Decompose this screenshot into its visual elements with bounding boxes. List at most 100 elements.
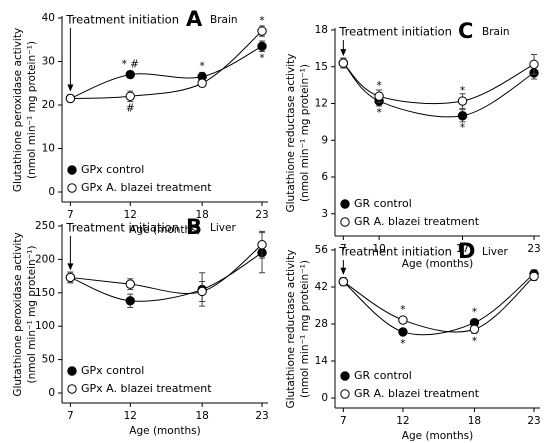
legend-marker: [67, 165, 77, 175]
marker: [398, 315, 408, 325]
y-tick-label: 12: [315, 98, 328, 110]
y-tick-label: 10: [42, 143, 55, 155]
arrow-head: [340, 267, 347, 275]
x-tick-label: 10: [372, 243, 385, 255]
marker: [125, 279, 135, 289]
x-tick-label: 7: [67, 209, 74, 221]
series-line: [343, 273, 535, 336]
panel-title: Liver: [482, 246, 508, 258]
y-tick-label: 150: [35, 287, 55, 299]
legend-label: GPx control: [81, 364, 144, 377]
marker: [469, 324, 480, 334]
panel: 3 6 9 12 15 18 7 10 17 23 Age (months) Glutathione …: [285, 19, 541, 270]
marker: [197, 78, 207, 88]
y-tick-label: 40: [42, 12, 55, 24]
x-axis-label: Age (months): [402, 258, 473, 270]
legend-label: GPx A. blazei treatment: [81, 382, 212, 395]
marker: [125, 69, 135, 80]
significance-mark: *: [259, 52, 264, 64]
y-axis-label: Glutathione reductase activity: [285, 250, 297, 409]
y-tick-label: 18: [315, 24, 328, 36]
y-tick-label: 56: [315, 244, 329, 256]
arrow-head: [67, 84, 74, 92]
marker: [257, 41, 267, 51]
marker: [338, 58, 349, 68]
significance-mark: *: [460, 85, 465, 97]
series-line: [70, 45, 263, 99]
y-tick-label: 30: [42, 56, 55, 68]
legend-label: GR A. blazei treatment: [354, 215, 480, 228]
series-line: [70, 30, 263, 99]
panel-letter: C: [458, 19, 473, 43]
x-tick-label: 18: [195, 209, 208, 221]
y-axis-label: (nmol min⁻¹ mg protein⁻¹): [26, 41, 38, 179]
y-tick-label: 250: [35, 220, 55, 232]
significance-mark: *: [376, 107, 381, 119]
y-axis-label: Glutathione peroxidase activity: [12, 28, 24, 192]
x-axis-label: Age (months): [402, 430, 473, 442]
y-tick-label: 9: [321, 134, 328, 146]
marker: [65, 93, 76, 104]
legend-label: GPx A. blazei treatment: [81, 181, 212, 194]
legend-marker: [340, 389, 350, 399]
y-tick-label: 42: [315, 281, 328, 293]
marker: [197, 286, 207, 297]
x-axis-label: Age (months): [129, 224, 200, 236]
significance-mark: *: [400, 338, 405, 350]
marker: [65, 272, 76, 283]
panel-title: Brain: [482, 26, 510, 38]
marker: [529, 59, 539, 70]
panel-title: Brain: [210, 14, 238, 26]
y-axis-label: Glutathione peroxidase activity: [12, 232, 24, 396]
x-tick-label: 12: [124, 410, 137, 422]
marker: [257, 26, 267, 36]
x-tick-label: 7: [67, 410, 74, 422]
series-line: [70, 252, 263, 302]
legend-marker: [67, 183, 77, 193]
x-tick-label: 7: [340, 415, 347, 427]
legend-label: GR control: [354, 369, 412, 382]
x-tick-label: 23: [255, 410, 268, 422]
panel: 0 10 20 30 40 7 12 18 23 Age (months) Glutathione …: [12, 7, 269, 236]
legend-marker: [340, 199, 350, 209]
y-axis-label: (nmol min⁻¹ mg protein⁻¹): [299, 64, 311, 202]
x-tick-label: 18: [468, 415, 481, 427]
x-tick-label: 18: [195, 410, 208, 422]
y-tick-label: 28: [315, 318, 328, 330]
annotation: Treatment initiation: [338, 25, 452, 39]
panel-letter: A: [186, 7, 203, 31]
legend-marker: [67, 384, 77, 394]
y-axis-label: (nmol min⁻¹ mg protein⁻¹): [299, 260, 311, 398]
panel-letter: B: [186, 215, 202, 239]
arrow-head: [340, 49, 347, 57]
series-line: [342, 62, 535, 105]
x-tick-label: 12: [124, 209, 137, 221]
marker: [338, 277, 349, 287]
panel-title: Liver: [210, 222, 236, 234]
x-tick-label: 17: [456, 243, 469, 255]
significance-mark: *: [460, 122, 465, 134]
y-axis-label: (nmol min⁻¹ mg protein⁻¹): [26, 246, 38, 384]
significance-mark: *: [376, 80, 381, 92]
annotation: Treatment initiation: [338, 245, 452, 259]
x-tick-label: 12: [396, 415, 409, 427]
panel: 0 50 100 150 200 250 7 12 18 23 Age (months) Glutat…: [12, 215, 269, 437]
y-tick-label: 20: [42, 99, 55, 111]
y-tick-label: 6: [321, 171, 328, 183]
x-tick-label: 23: [255, 209, 268, 221]
significance-mark: #: [126, 102, 135, 114]
significance-mark: *: [200, 61, 205, 73]
marker: [125, 296, 135, 306]
x-axis-label: Age (months): [129, 425, 200, 437]
legend-marker: [340, 217, 350, 227]
annotation: Treatment initiation: [65, 13, 179, 27]
y-tick-label: 200: [35, 253, 55, 265]
significance-mark: *: [472, 335, 477, 347]
significance-mark: *: [400, 304, 405, 316]
x-tick-label: 23: [527, 243, 540, 255]
x-tick-label: 7: [340, 243, 347, 255]
y-tick-label: 0: [321, 392, 328, 404]
legend-label: GR A. blazei treatment: [354, 387, 480, 400]
y-tick-label: 15: [315, 61, 328, 73]
